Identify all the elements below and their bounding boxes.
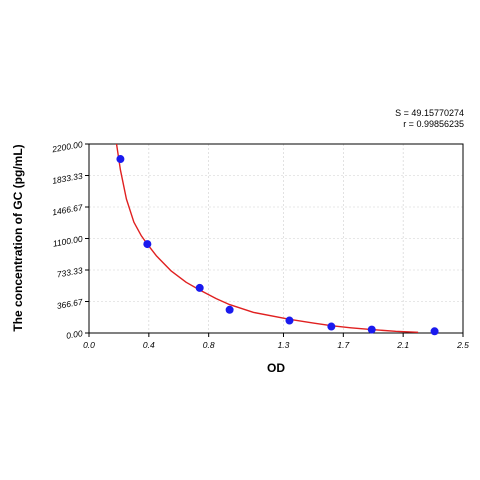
- data-point: [285, 316, 294, 325]
- x-tick-label: 2.1: [396, 340, 409, 350]
- y-axis-title: The concentration of GC (pg/mL): [11, 144, 25, 331]
- data-point: [143, 240, 152, 249]
- data-point: [116, 155, 125, 164]
- x-tick-label: 0.0: [83, 340, 95, 350]
- data-point: [225, 305, 234, 314]
- axis-ticks: 0.0 0.4 0.8 1.3 1.7 2.1 2.5 0.00 366.67 733.33 110…: [50, 139, 469, 350]
- x-tick-label: 1.3: [278, 340, 290, 350]
- fit-curve-line: [115, 144, 419, 333]
- x-tick-label: 0.4: [143, 340, 155, 350]
- x-axis-title: OD: [267, 361, 285, 375]
- r-statistic: r = 0.99856235: [403, 119, 464, 129]
- x-tick-label: 1.7: [337, 340, 349, 350]
- y-tick-label: 733.33: [56, 265, 84, 279]
- data-point: [195, 283, 204, 292]
- y-tick-label: 0.00: [65, 328, 83, 341]
- y-tick-label: 1100.00: [52, 234, 84, 249]
- s-statistic: S = 49.15770274: [395, 108, 464, 118]
- x-tick-label: 0.8: [203, 340, 215, 350]
- data-point: [367, 325, 376, 334]
- grid: [89, 144, 463, 333]
- data-point: [327, 322, 336, 331]
- y-tick-label: 1466.67: [51, 202, 83, 217]
- data-points: [116, 155, 439, 336]
- data-point: [430, 327, 439, 336]
- x-tick-label: 2.5: [456, 340, 469, 350]
- fit-curve-layer: [115, 144, 419, 333]
- y-tick-label: 1833.33: [51, 171, 83, 186]
- y-tick-label: 366.67: [56, 297, 84, 311]
- y-tick-label: 2200.00: [50, 139, 83, 154]
